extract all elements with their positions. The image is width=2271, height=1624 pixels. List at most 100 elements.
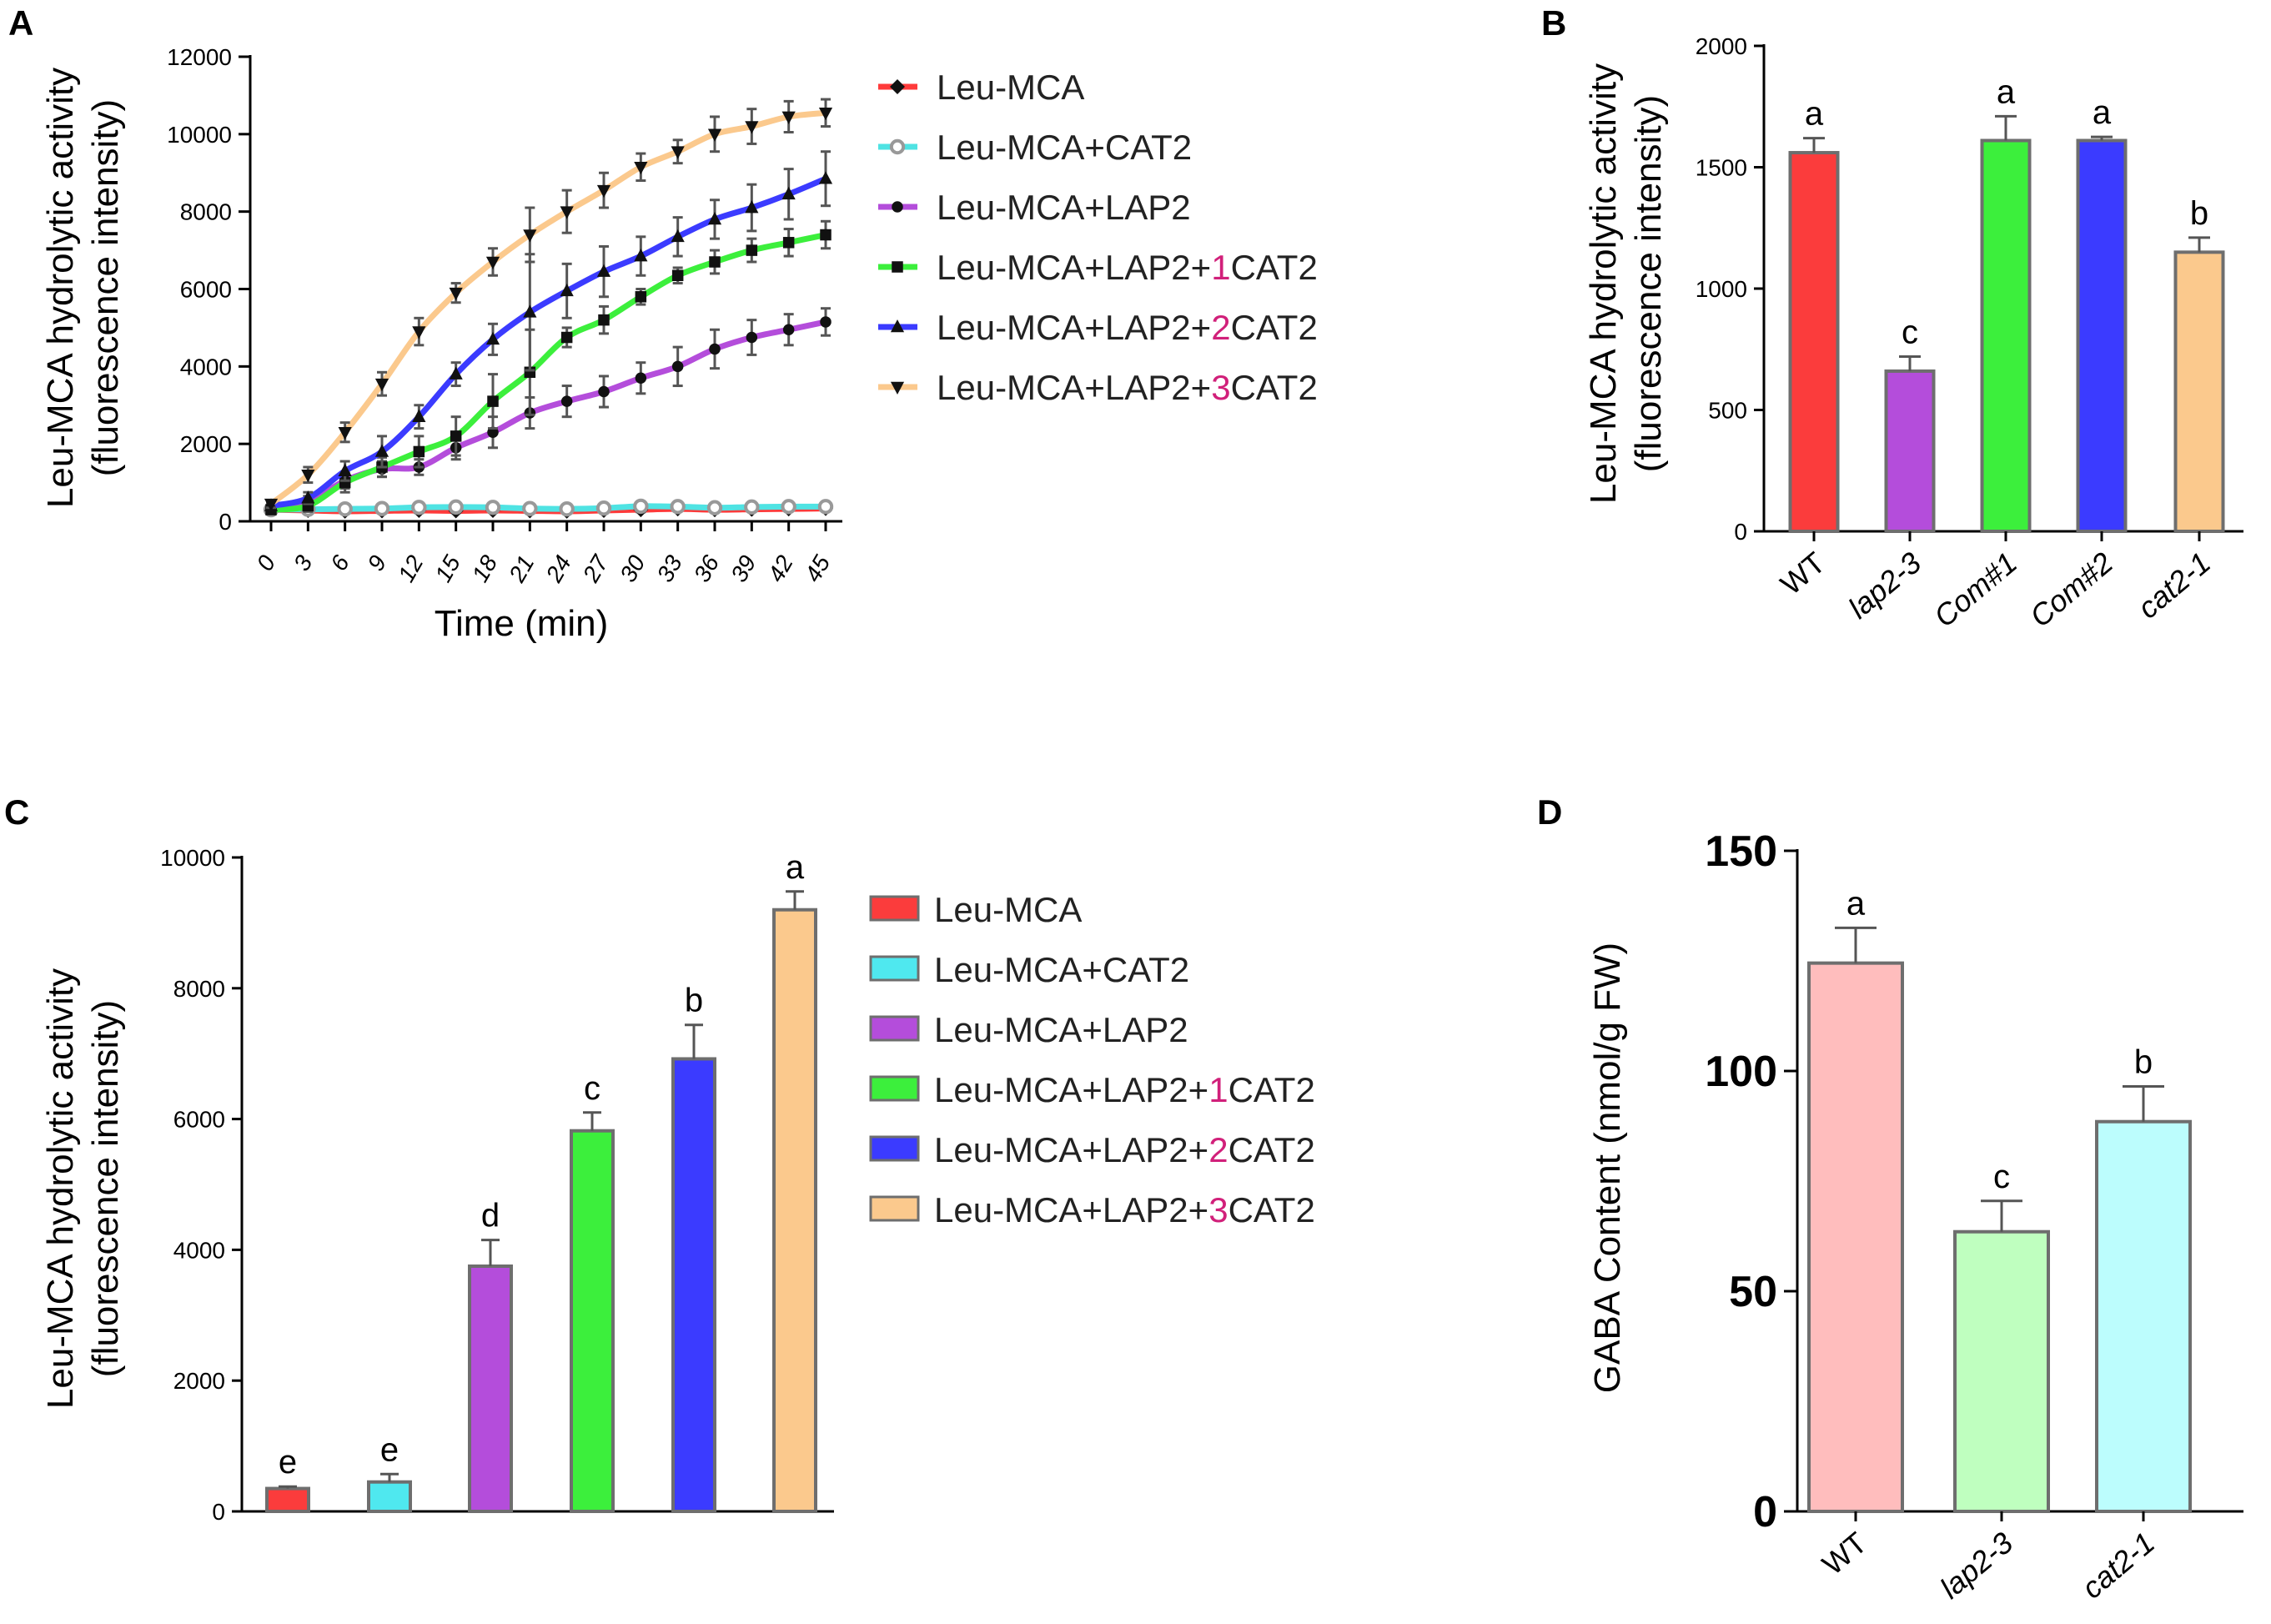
panel-a-x-tick-label: 9 [363, 551, 392, 576]
panel-a-data-point [818, 108, 833, 121]
panel-a-data-point [374, 500, 390, 516]
panel-b-bar [1788, 151, 1840, 533]
panel-b-significance-letter: a [1805, 96, 1824, 133]
panel-a-data-point [781, 499, 796, 515]
panel-a-data-point [635, 291, 647, 303]
panel-a-series-line [268, 109, 829, 507]
panel-c-y-axis-label: Leu-MCA hydrolytic activity (fluorescence… [40, 968, 126, 1409]
panel-a-data-point [523, 304, 537, 318]
panel-c-legend-swatch [869, 1195, 920, 1222]
panel-a-y-tick-label: 6000 [180, 277, 232, 303]
panel-a-legend-marker [890, 79, 905, 94]
panel-a-data-point [634, 161, 648, 175]
panel-c-legend-label-part-0: Leu-MCA+LAP2 [934, 1010, 1188, 1049]
panel-a-data-point [671, 360, 684, 373]
panel-a-legend-label: Leu-MCA+CAT2 [937, 128, 1192, 167]
panel-a-data-point [709, 343, 721, 355]
panel-c-legend-label-part-2: CAT2 [1228, 1070, 1315, 1109]
panel-c-legend-swatch [869, 1135, 920, 1162]
panel-d-bar [2095, 1119, 2192, 1513]
panel-a-data-point [487, 395, 499, 407]
panel-a-data-point [782, 324, 795, 335]
panel-c-significance-letter: a [786, 849, 805, 886]
panel-a-data-point [412, 326, 426, 339]
panel-b-y-axis-label: Leu-MCA hydrolytic activity (fluorescence… [1583, 63, 1669, 504]
panel-a-data-point [338, 426, 352, 440]
panel-a-data-point [596, 264, 611, 277]
panel-a-data-point [782, 237, 795, 249]
panel-a-y-tick-label: 0 [219, 509, 232, 535]
panel-c-legend-label: Leu-MCA+LAP2 [934, 1010, 1188, 1049]
panel-a-data-point [301, 470, 315, 483]
panel-c-legend-label-part-2: CAT2 [1228, 1130, 1315, 1169]
panel-a-series-line [268, 232, 829, 513]
panel-b-category-label: Com#2 [2023, 546, 2119, 634]
panel-a-legend-marker [890, 319, 905, 333]
panel-a-series-line [268, 175, 829, 509]
panel-a-data-point [560, 283, 574, 297]
panel-a-data-point [746, 244, 758, 256]
panel-c-legend-label-part-2: CAT2 [1228, 1190, 1315, 1229]
panel-c-significance-letter: e [380, 1431, 399, 1468]
panel-d-y-tick-label: 150 [1705, 827, 1777, 876]
panel-a-y-tick-label: 10000 [167, 122, 232, 148]
panel-a-x-tick-label: 12 [393, 551, 429, 586]
panel-c-y-tick-label: 4000 [173, 1237, 225, 1263]
panel-a-data-point [671, 146, 685, 159]
panel-a-data-point [634, 249, 648, 262]
panel-c-legend-label-part-1: 3 [1208, 1190, 1228, 1229]
panel-a-data-point [670, 499, 686, 515]
panel-b-category-label: WT [1774, 546, 1831, 601]
panel-a-x-tick-label: 39 [726, 551, 761, 586]
panel-a-data-point [595, 500, 612, 516]
panel-c-significance-letter: e [279, 1444, 297, 1481]
panel-c-legend-label-part-1: 2 [1208, 1130, 1228, 1169]
panel-a-data-point [450, 430, 462, 442]
panel-a-data-point [781, 186, 796, 200]
panel-a-legend-label-part-1: 2 [1211, 308, 1230, 347]
panel-a-x-tick-label: 6 [325, 551, 354, 575]
panel-c-legend-label-part-0: Leu-MCA+LAP2+ [934, 1070, 1208, 1109]
panel-c-bar [468, 1265, 513, 1513]
panel-b-bar [2076, 138, 2128, 534]
panel-a-legend-label: Leu-MCA+LAP2+3CAT2 [937, 368, 1318, 407]
panel-b-bar [1980, 138, 2032, 534]
panel-a-data-point [374, 378, 389, 392]
panel-d-bar-chart: 0 50 100 150 GABA Content (nmol/g FW) a WT c lap… [1587, 827, 2243, 1605]
panel-c-bar [570, 1129, 615, 1514]
panel-a-data-point [596, 184, 611, 199]
panel-a-data-point [411, 500, 427, 515]
panel-d-category-label: cat2-1 [2075, 1526, 2161, 1606]
panel-a-data-point [560, 206, 574, 219]
panel-a-data-point [522, 500, 538, 516]
panel-a-data-point [560, 331, 573, 344]
panel-a-data-point [485, 500, 501, 515]
panel-a-legend-label-part-0: Leu-MCA+LAP2 [937, 188, 1191, 227]
panel-a-data-point [781, 111, 796, 124]
panel-b-y-axis-label-line: (fluorescence intensity) [1628, 95, 1669, 472]
panel-a-series-3 [265, 219, 832, 515]
panel-a-legend-label: Leu-MCA [937, 68, 1084, 107]
panel-c-bar [367, 1480, 412, 1513]
panel-a-data-point [449, 366, 463, 380]
panel-a-x-tick-label: 21 [504, 551, 540, 587]
panel-d-y-tick-label: 0 [1753, 1488, 1777, 1536]
panel-d-y-axis-label-line: GABA Content (nmol/g FW) [1587, 943, 1628, 1393]
panel-a-y-tick-label: 4000 [180, 354, 232, 380]
panel-a-data-point [449, 287, 463, 301]
panel-letter-c: C [4, 792, 29, 832]
panel-a-data-point [745, 121, 759, 134]
panel-a-data-point [820, 229, 832, 241]
panel-c-bar-chart: 0 2000 4000 6000 8000 10000 Leu-MCA hydrolytic… [40, 845, 1315, 1525]
panel-a-y-tick-label: 12000 [167, 44, 232, 70]
panel-a-data-point [598, 314, 610, 326]
panel-c-legend-swatch [869, 895, 920, 922]
panel-a-data-point [448, 499, 464, 515]
panel-a-data-point [671, 229, 685, 243]
panel-letter-a: A [8, 3, 33, 43]
panel-a-data-point [671, 269, 684, 282]
panel-a-x-tick-label: 45 [800, 551, 836, 586]
panel-b-category-label: lap2-3 [1841, 546, 1927, 626]
